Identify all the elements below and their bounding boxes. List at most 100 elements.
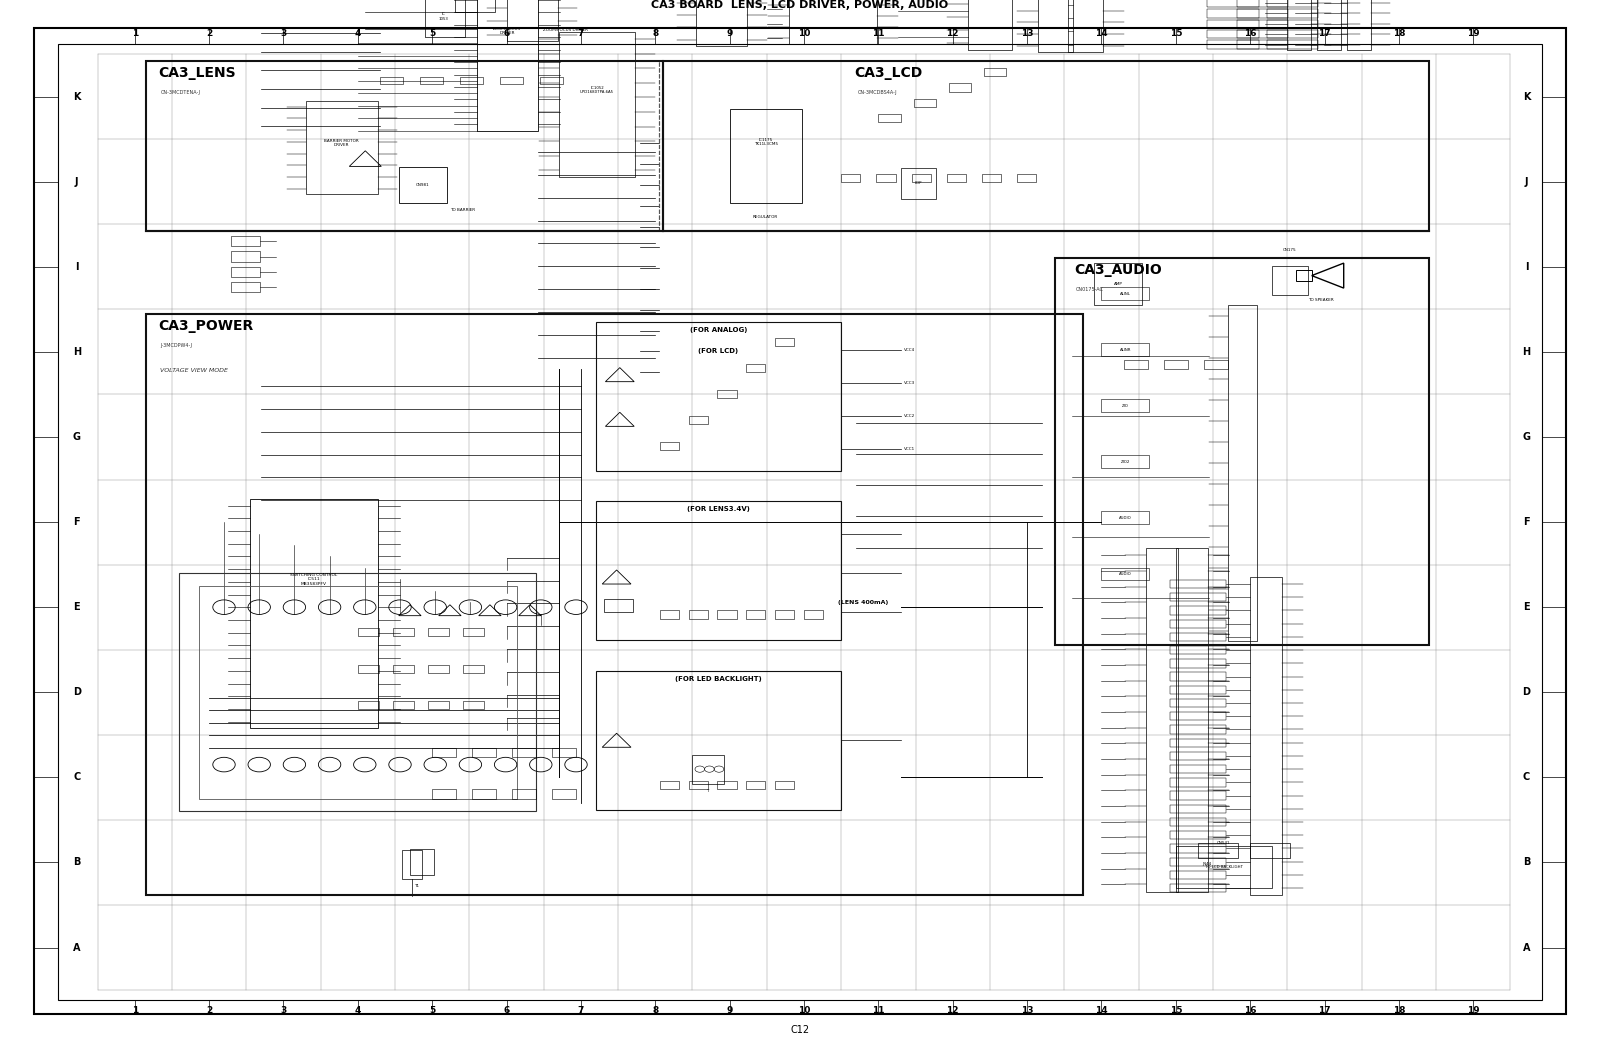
- Bar: [1038, 0, 1074, 52]
- Bar: [659, 781, 678, 789]
- Text: AMP: AMP: [1114, 282, 1123, 286]
- Bar: [1176, 548, 1208, 892]
- Bar: [552, 748, 576, 757]
- Bar: [1170, 791, 1226, 800]
- Bar: [1250, 577, 1282, 894]
- Bar: [1170, 659, 1226, 668]
- Text: TO SPEAKER: TO SPEAKER: [1309, 298, 1334, 303]
- Text: A: A: [1523, 942, 1530, 953]
- Bar: [1123, 360, 1147, 369]
- Text: CN0175-AC: CN0175-AC: [1077, 287, 1104, 292]
- Text: VCC3: VCC3: [904, 382, 915, 385]
- Text: CN541: CN541: [1218, 841, 1230, 846]
- Text: E: E: [1523, 602, 1530, 613]
- Bar: [717, 390, 736, 398]
- Text: 4: 4: [355, 1007, 362, 1015]
- Text: 14: 14: [1094, 29, 1107, 37]
- Bar: [1237, 30, 1288, 38]
- Text: 13: 13: [1021, 29, 1034, 37]
- Text: J: J: [75, 177, 78, 187]
- Bar: [688, 610, 707, 619]
- Bar: [1267, 30, 1318, 38]
- Bar: [688, 781, 707, 789]
- Text: CN-3MCDBS4A-J: CN-3MCDBS4A-J: [858, 90, 898, 95]
- Bar: [381, 77, 403, 84]
- Bar: [394, 628, 414, 636]
- Text: T1: T1: [414, 884, 419, 888]
- Bar: [1296, 270, 1312, 281]
- Bar: [464, 628, 485, 636]
- Bar: [774, 781, 794, 789]
- Bar: [1170, 870, 1226, 879]
- Text: J: J: [1525, 177, 1528, 187]
- Bar: [746, 610, 765, 619]
- Bar: [949, 83, 971, 92]
- Bar: [774, 338, 794, 346]
- Bar: [429, 628, 450, 636]
- Text: IC1052
UPD16807PA-6A5: IC1052 UPD16807PA-6A5: [581, 86, 614, 95]
- Text: 15: 15: [1170, 1007, 1182, 1015]
- Bar: [662, 61, 1429, 231]
- Text: T: T: [707, 789, 709, 792]
- Bar: [947, 175, 966, 182]
- Text: 19: 19: [1467, 1007, 1480, 1015]
- Text: 9: 9: [726, 1007, 733, 1015]
- Bar: [877, 175, 896, 182]
- Bar: [1018, 175, 1037, 182]
- Bar: [464, 665, 485, 673]
- Bar: [1163, 360, 1187, 369]
- Text: B: B: [1523, 857, 1530, 867]
- Text: G: G: [74, 432, 80, 442]
- Text: REGULATOR: REGULATOR: [754, 215, 778, 219]
- Bar: [1170, 620, 1226, 628]
- Bar: [394, 665, 414, 673]
- Text: K: K: [74, 92, 80, 102]
- Text: CA3 BOARD  LENS, LCD DRIVER, POWER, AUDIO: CA3 BOARD LENS, LCD DRIVER, POWER, AUDIO: [651, 0, 949, 10]
- Bar: [432, 748, 456, 757]
- Text: E: E: [74, 602, 80, 613]
- Text: CA3_POWER: CA3_POWER: [158, 319, 254, 333]
- Text: SWITCHING CONTROL
IC511
MB3583PFV: SWITCHING CONTROL IC511 MB3583PFV: [291, 573, 338, 586]
- Bar: [1203, 360, 1227, 369]
- Text: 18: 18: [1392, 1007, 1405, 1015]
- Bar: [730, 109, 802, 203]
- Bar: [1208, 0, 1259, 7]
- Text: CN-3MCDTENA-J: CN-3MCDTENA-J: [160, 90, 200, 95]
- Text: B: B: [74, 857, 80, 867]
- Text: 16: 16: [1243, 29, 1256, 37]
- Bar: [717, 781, 736, 789]
- Text: 9: 9: [726, 29, 733, 37]
- Text: VCC4: VCC4: [904, 348, 915, 353]
- Text: VOLTAGE VIEW MODE: VOLTAGE VIEW MODE: [160, 368, 229, 372]
- Text: JN44: JN44: [1202, 862, 1211, 866]
- Text: 17: 17: [1318, 29, 1331, 37]
- Bar: [232, 282, 261, 292]
- Bar: [696, 0, 747, 46]
- Bar: [842, 175, 861, 182]
- Text: AUDIO: AUDIO: [1118, 572, 1131, 576]
- Text: CA3_LCD: CA3_LCD: [854, 67, 923, 80]
- Bar: [688, 416, 707, 424]
- Bar: [1347, 0, 1371, 50]
- Text: CN981: CN981: [416, 183, 429, 187]
- Text: C: C: [1523, 773, 1530, 782]
- Text: 1: 1: [131, 1007, 138, 1015]
- Bar: [398, 166, 446, 203]
- Bar: [1227, 305, 1256, 642]
- Bar: [358, 665, 379, 673]
- Text: ZIO: ZIO: [1122, 404, 1130, 408]
- Bar: [746, 781, 765, 789]
- Bar: [477, 0, 538, 131]
- Bar: [1170, 765, 1226, 774]
- Bar: [1208, 41, 1259, 49]
- Bar: [232, 252, 261, 262]
- Text: CA3_AUDIO: CA3_AUDIO: [1075, 263, 1162, 278]
- Text: C: C: [74, 773, 80, 782]
- Bar: [146, 61, 662, 231]
- Text: 10: 10: [798, 1007, 810, 1015]
- Bar: [1170, 778, 1226, 786]
- Bar: [1237, 0, 1288, 7]
- Bar: [1101, 512, 1149, 524]
- Bar: [878, 113, 901, 122]
- Text: 5: 5: [429, 1007, 435, 1015]
